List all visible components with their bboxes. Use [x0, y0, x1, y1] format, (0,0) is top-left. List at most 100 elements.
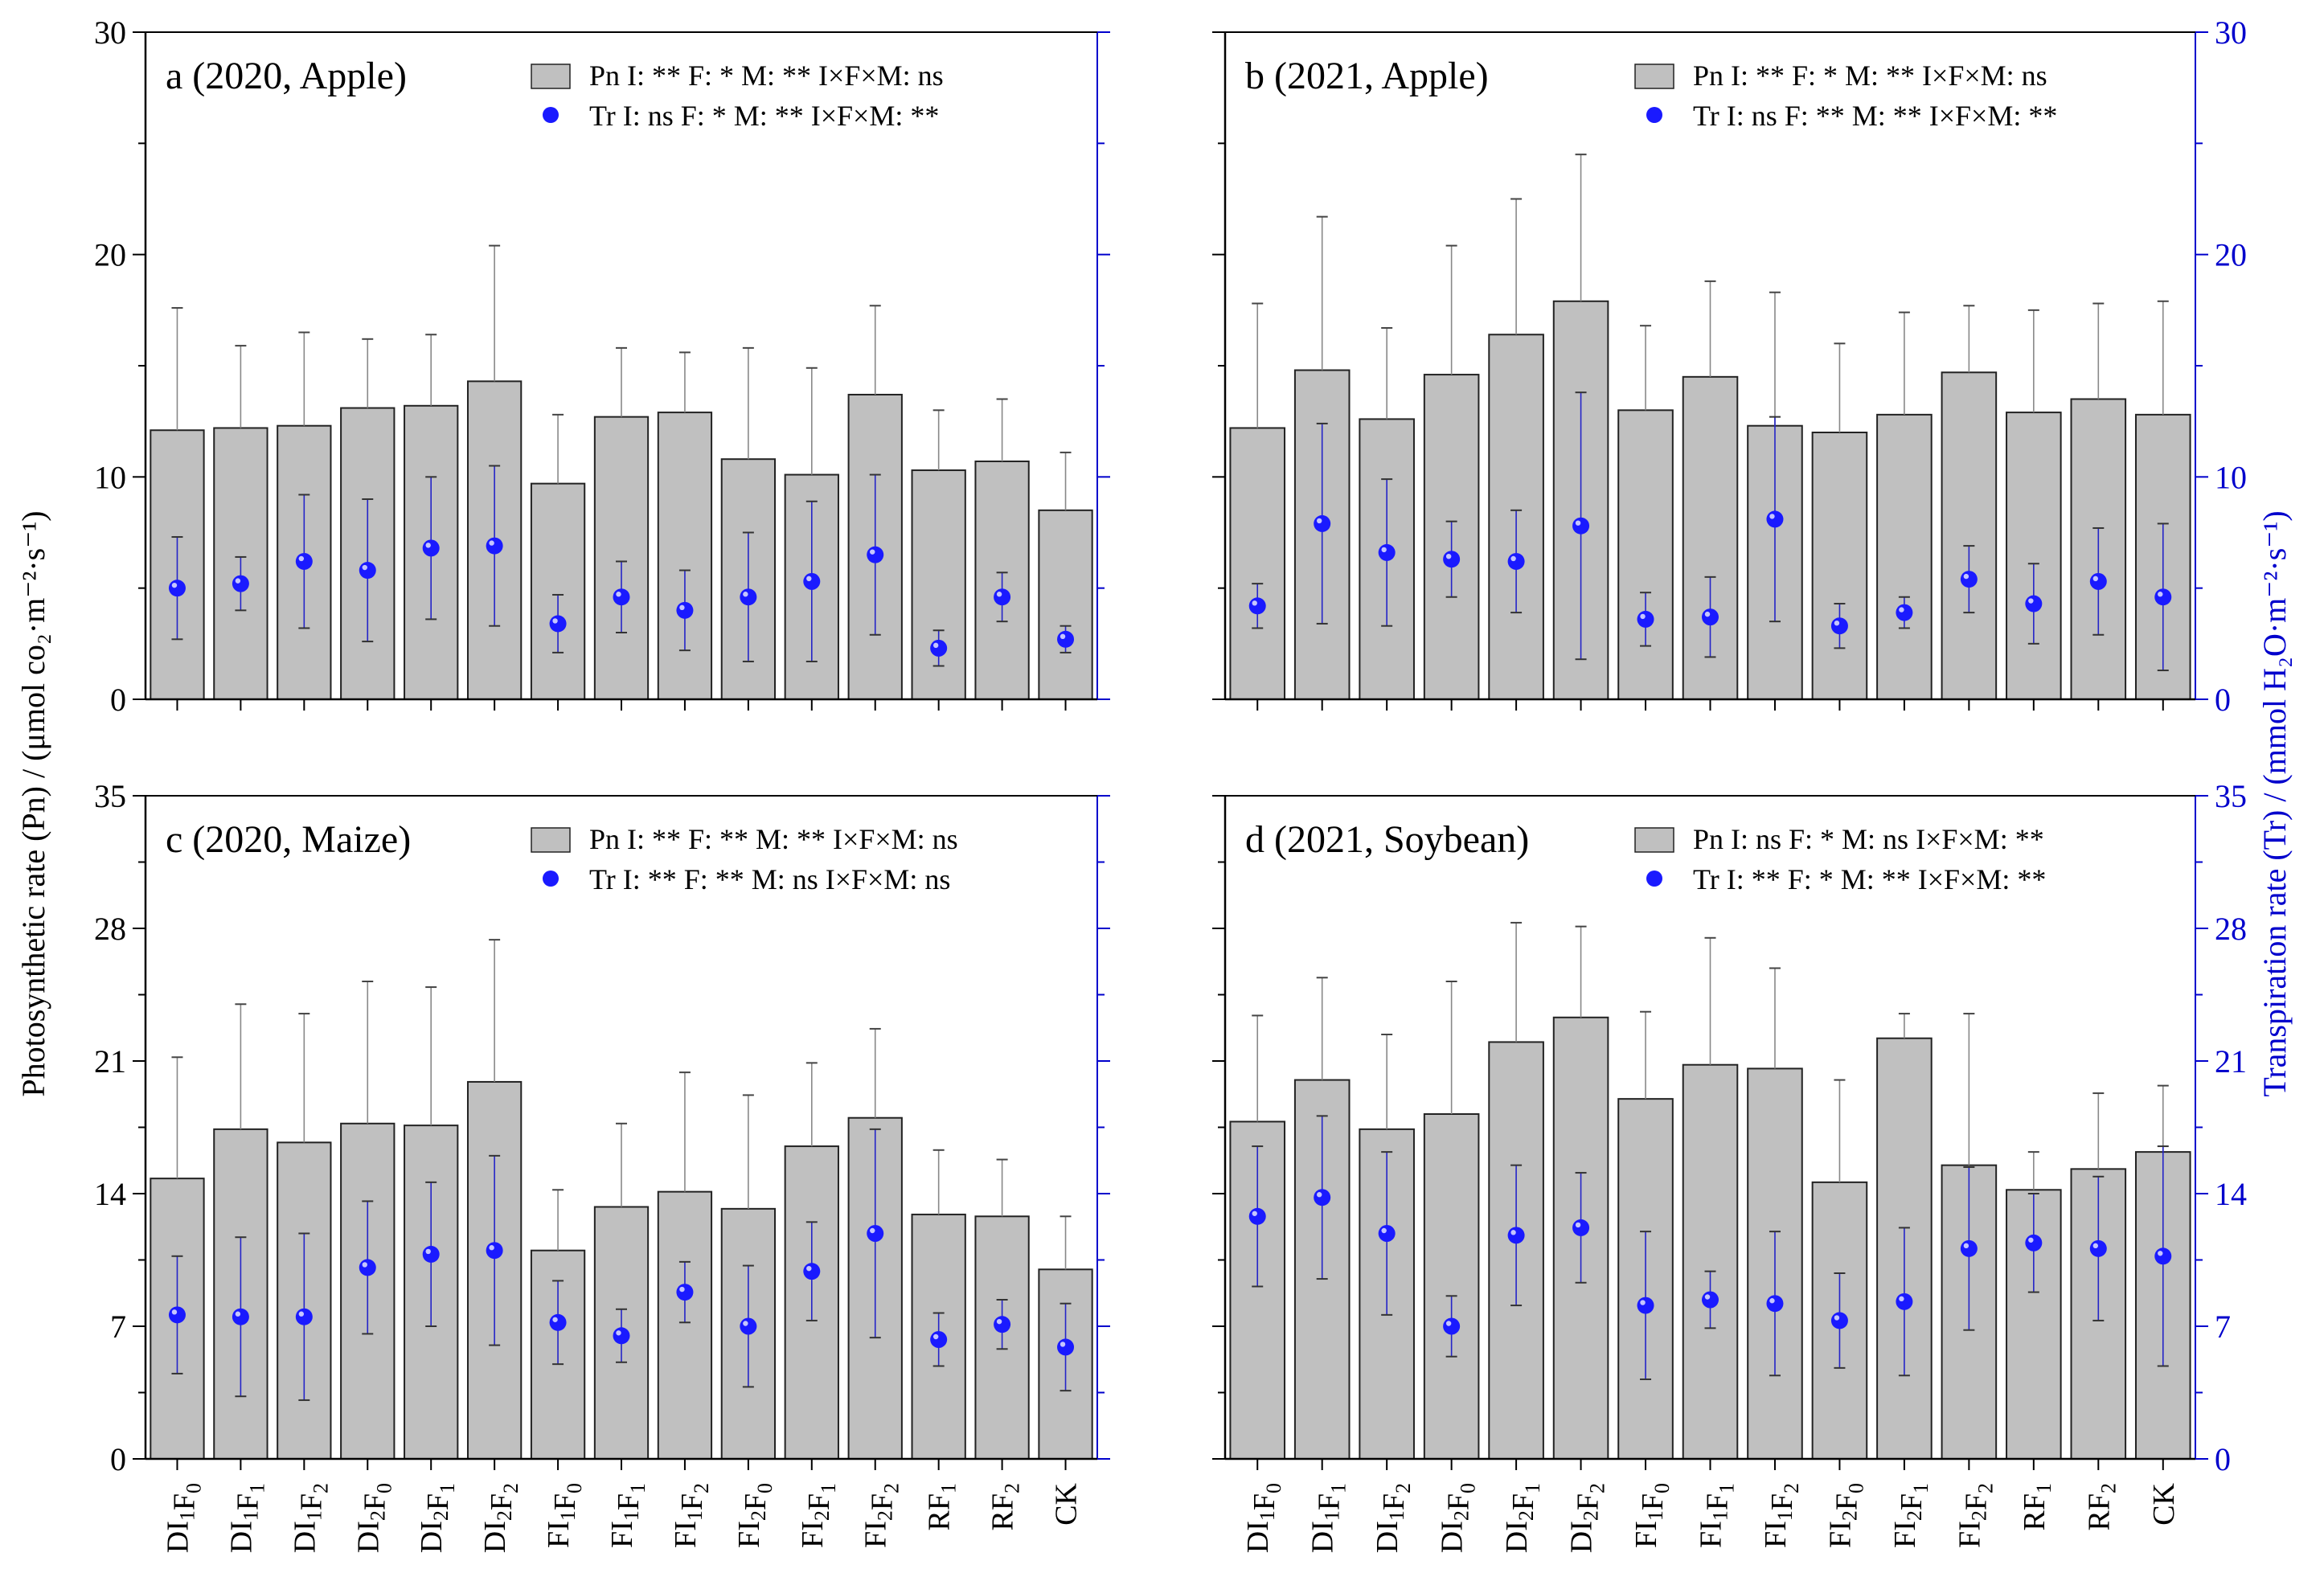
- x-tick-label: DI2F2: [478, 1483, 523, 1553]
- tr-point-highlight: [616, 592, 621, 597]
- tr-point-highlight: [1252, 1211, 1257, 1216]
- x-tick-label: FI2F2: [859, 1483, 904, 1548]
- tr-point-highlight: [425, 543, 431, 548]
- left-tick-label: 0: [110, 1441, 126, 1477]
- left-tick-label: 35: [94, 778, 126, 814]
- tr-point-highlight: [362, 564, 367, 571]
- bar-pn: [277, 1141, 332, 1460]
- tr-point: [1766, 1295, 1784, 1313]
- legend-tr-label: Tr I: ns F: ** M: ** I×F×M: **: [1693, 100, 2057, 132]
- x-tick-label: RF2: [986, 1483, 1024, 1530]
- tr-point-highlight: [1640, 613, 1646, 620]
- x-tick-label: DI1F0: [161, 1483, 205, 1553]
- tr-point-highlight: [1575, 1222, 1581, 1228]
- x-tick-label: FI1F2: [1759, 1483, 1803, 1548]
- tr-point: [1572, 1219, 1590, 1236]
- chart-panel-1: 0 10 20 30 a (2020, Apple) Pn I: ** F: * M: *…: [94, 14, 1110, 718]
- tr-point-highlight: [870, 1227, 875, 1234]
- tr-point: [2089, 572, 2107, 590]
- legend-pn-swatch: [1634, 63, 1674, 89]
- tr-point-highlight: [2158, 1251, 2163, 1256]
- tr-point-highlight: [1834, 1315, 1840, 1321]
- panel-title: b (2021, Apple): [1245, 55, 1489, 97]
- left-tick-label: 0: [110, 682, 126, 718]
- legend-tr-marker: [1646, 107, 1662, 123]
- x-tick-label: CK: [1050, 1482, 1084, 1525]
- tr-point: [295, 1308, 313, 1325]
- tr-point: [994, 1316, 1011, 1333]
- tr-point-highlight: [1575, 520, 1581, 526]
- tr-point-highlight: [552, 1317, 558, 1322]
- left-tick-label: 30: [94, 14, 126, 51]
- right-y-axis-label: Transpiration rate (Tr) / (mmol H₂O·m⁻²·…: [2256, 510, 2293, 1096]
- x-tick-label: DI1F2: [1371, 1483, 1415, 1553]
- x-tick-label: RF2: [2082, 1483, 2120, 1530]
- x-tick-label: CK: [2147, 1482, 2181, 1525]
- x-tick-label: DI2F1: [415, 1483, 459, 1553]
- bar-pn: [657, 412, 713, 700]
- legend-tr-label: Tr I: ** F: ** M: ns I×F×M: ns: [589, 863, 950, 895]
- right-tick-label: 10: [2215, 459, 2247, 495]
- tr-point: [422, 539, 440, 557]
- tr-point-highlight: [1834, 621, 1840, 626]
- tr-point-highlight: [932, 642, 939, 649]
- tr-point: [1896, 1292, 1913, 1310]
- tr-point-highlight: [1510, 1230, 1516, 1235]
- tr-point-highlight: [932, 1333, 939, 1340]
- tr-point: [1637, 1297, 1654, 1314]
- x-tick-label: DI2F2: [1565, 1483, 1609, 1553]
- tr-point: [1314, 1189, 1331, 1206]
- right-tick-label: 21: [2215, 1043, 2247, 1079]
- x-tick-label: DI1F1: [224, 1483, 268, 1553]
- x-tick-label: FI1F0: [542, 1483, 586, 1548]
- tr-point: [422, 1245, 440, 1263]
- bar-pn: [1038, 509, 1093, 700]
- right-tick-label: 14: [2215, 1176, 2247, 1212]
- tr-point: [1702, 1291, 1719, 1309]
- left-y-axis-label: Photosynthetic rate (Pn) / (μmol co₂·m⁻²…: [15, 510, 51, 1096]
- tr-point: [1896, 604, 1913, 621]
- right-tick-label: 35: [2215, 778, 2247, 814]
- bar-pn: [1811, 432, 1868, 700]
- tr-point: [867, 546, 884, 563]
- x-tick-label: DI1F0: [1241, 1483, 1285, 1553]
- left-tick-label: 7: [110, 1309, 126, 1345]
- chart-panel-4: 0 7 14 21 28 35 DI1F0 DI1F1 DI1F2 DI2F0 DI2F1 DI2F2…: [1212, 778, 2247, 1553]
- legend-tr-marker: [1646, 871, 1662, 887]
- tr-point-highlight: [996, 592, 1002, 597]
- bar-pn: [593, 416, 650, 701]
- tr-point: [168, 580, 186, 597]
- tr-point-highlight: [2158, 592, 2163, 597]
- x-tick-label: DI1F1: [1306, 1483, 1351, 1553]
- tr-point: [1507, 1227, 1525, 1244]
- tr-point: [613, 588, 630, 606]
- bar-pn: [657, 1190, 713, 1460]
- x-tick-label: DI2F0: [351, 1483, 396, 1553]
- tr-point-highlight: [2028, 598, 2034, 604]
- right-tick-label: 0: [2215, 1441, 2231, 1477]
- tr-point-highlight: [489, 540, 494, 546]
- left-tick-label: 14: [94, 1176, 126, 1212]
- x-tick-label: FI2F2: [1953, 1483, 1997, 1548]
- left-tick-label: 21: [94, 1043, 126, 1079]
- legend-tr-label: Tr I: ** F: * M: ** I×F×M: **: [1693, 863, 2046, 895]
- tr-point: [676, 601, 694, 619]
- tr-point-highlight: [489, 1245, 494, 1251]
- tr-point-highlight: [2092, 1243, 2098, 1249]
- legend-tr-marker: [543, 107, 559, 123]
- x-tick-label: DI2F0: [1436, 1483, 1480, 1553]
- right-tick-label: 30: [2215, 14, 2247, 51]
- x-tick-label: RF1: [2018, 1483, 2056, 1530]
- tr-point-highlight: [1252, 600, 1257, 606]
- tr-point-highlight: [1963, 1243, 1969, 1249]
- tr-point-highlight: [1704, 1294, 1711, 1300]
- tr-point: [803, 572, 821, 590]
- bar-pn: [530, 482, 586, 701]
- tr-point: [359, 1259, 376, 1276]
- tr-point-highlight: [1769, 514, 1775, 519]
- x-tick-label: DI1F2: [288, 1483, 332, 1553]
- panel-title: a (2020, Apple): [166, 55, 407, 97]
- tr-point: [867, 1225, 884, 1242]
- tr-point-highlight: [616, 1330, 621, 1336]
- tr-point-highlight: [1769, 1298, 1775, 1304]
